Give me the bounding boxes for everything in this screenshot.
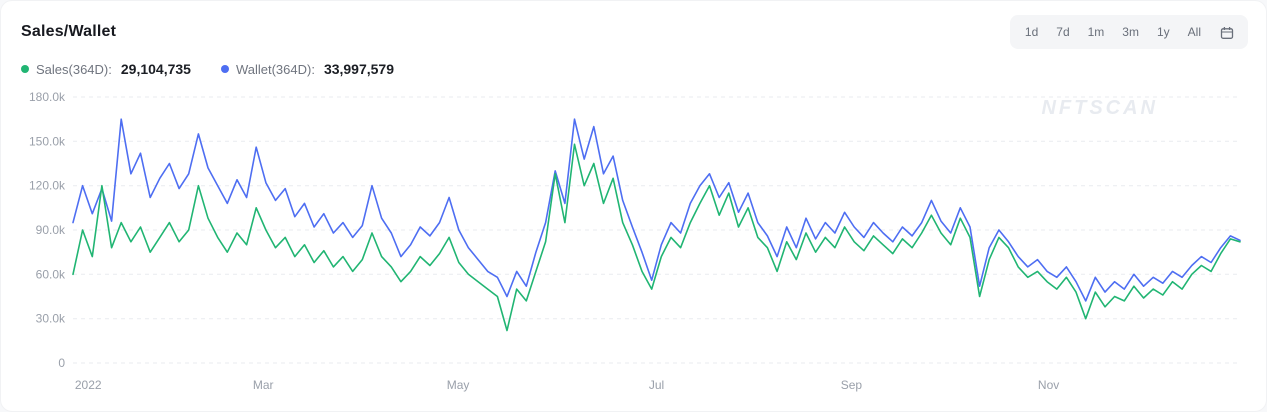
x-axis-label: May [447, 378, 470, 392]
calendar-button[interactable] [1212, 23, 1240, 41]
chart-header: Sales/Wallet 1d 7d 1m 3m 1y All [1, 1, 1266, 49]
sales-wallet-line-chart: 180.0k 150.0k 120.0k 90.0k 60.0k 30.0k 0 2022 Ma… [29, 90, 1241, 392]
wallet-legend-label: Wallet(364D): [235, 61, 315, 77]
legend-item-sales[interactable]: Sales(364D): 29,104,735 [21, 61, 191, 77]
chart-area[interactable]: NFTSCAN 180.0k 150.0k 120.0k 90.0k 60.0k 30.0… [17, 81, 1250, 399]
range-button-3m[interactable]: 3m [1115, 22, 1146, 42]
range-button-1d[interactable]: 1d [1018, 22, 1045, 42]
range-button-7d[interactable]: 7d [1049, 22, 1076, 42]
sales-dot-icon [21, 65, 29, 73]
y-axis-label: 120.0k [29, 179, 66, 193]
y-axis-label: 90.0k [36, 223, 66, 237]
y-axis-label: 30.0k [36, 312, 66, 326]
wallet-legend-value: 33,997,579 [323, 61, 395, 77]
y-axis-label: 60.0k [36, 267, 66, 281]
y-axis-label: 180.0k [29, 90, 66, 104]
range-button-all[interactable]: All [1181, 22, 1208, 42]
sales-legend-label: Sales(364D): [36, 61, 112, 77]
legend-item-wallet[interactable]: Wallet(364D): 33,997,579 [220, 61, 395, 77]
wallet-364d--line [72, 118, 1241, 302]
x-axis-label: Mar [253, 378, 274, 392]
y-axis-label: 150.0k [29, 134, 66, 148]
x-axis-label: Sep [841, 378, 863, 392]
x-axis-label: Jul [649, 378, 664, 392]
calendar-icon [1220, 27, 1234, 39]
y-axis-label: 0 [58, 356, 65, 370]
wallet-dot-icon [220, 65, 229, 73]
range-button-1y[interactable]: 1y [1150, 22, 1177, 42]
sales-legend-value: 29,104,735 [120, 61, 191, 77]
range-button-1m[interactable]: 1m [1081, 22, 1112, 42]
x-axis-label: 2022 [75, 378, 102, 392]
page-title: Sales/Wallet [21, 23, 117, 40]
chart-legend: Sales(364D): 29,104,735 Wallet(364D): 33… [1, 49, 1266, 77]
time-range-bar: 1d 7d 1m 3m 1y All [1009, 15, 1248, 49]
x-axis-label: Nov [1038, 378, 1059, 392]
sales-364d--line [72, 143, 1241, 332]
